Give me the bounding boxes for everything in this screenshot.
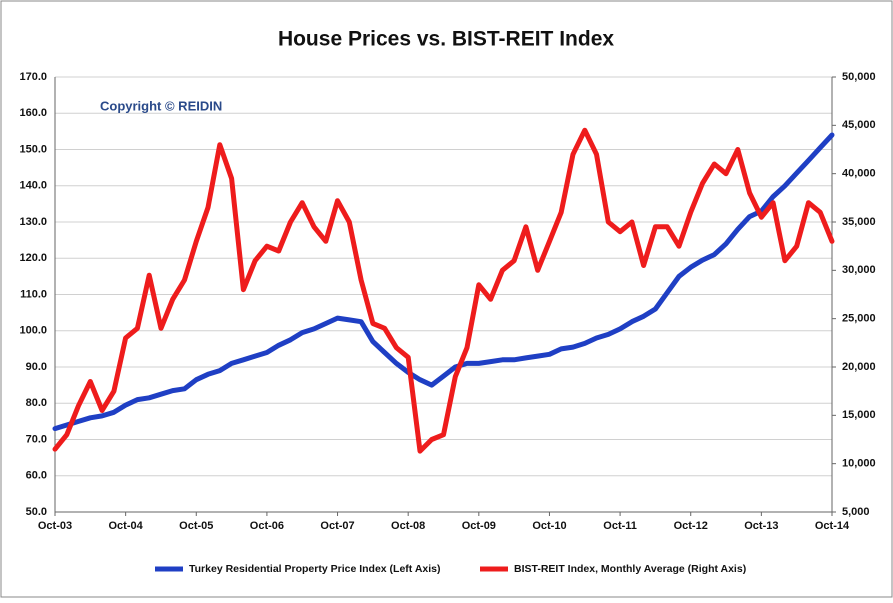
legend-label: Turkey Residential Property Price Index … — [189, 563, 441, 575]
y2-tick-label: 15,000 — [842, 409, 876, 421]
y-tick-label: 150.0 — [19, 143, 47, 155]
x-tick-label: Oct-12 — [674, 520, 708, 532]
y-tick-label: 50.0 — [26, 506, 47, 518]
y-tick-label: 90.0 — [26, 361, 47, 373]
y-tick-label: 170.0 — [19, 71, 47, 83]
y-tick-label: 110.0 — [20, 288, 47, 300]
y2-tick-label: 25,000 — [842, 313, 876, 325]
x-tick-label: Oct-07 — [320, 520, 354, 532]
x-tick-label: Oct-08 — [391, 520, 425, 532]
y-tick-label: 140.0 — [19, 180, 47, 192]
y2-tick-label: 35,000 — [842, 216, 876, 228]
y-tick-label: 130.0 — [19, 216, 47, 228]
y2-tick-label: 40,000 — [842, 168, 876, 180]
x-tick-label: Oct-10 — [532, 520, 566, 532]
y2-tick-label: 45,000 — [842, 119, 876, 131]
y-tick-label: 80.0 — [26, 397, 47, 409]
x-tick-label: Oct-13 — [744, 520, 778, 532]
x-tick-label: Oct-04 — [109, 520, 144, 532]
y-tick-label: 100.0 — [19, 325, 47, 337]
x-tick-label: Oct-06 — [250, 520, 284, 532]
x-tick-label: Oct-09 — [462, 520, 496, 532]
y-tick-label: 60.0 — [26, 470, 47, 482]
x-tick-label: Oct-05 — [179, 520, 213, 532]
y-tick-label: 120.0 — [19, 252, 47, 264]
annotation: Copyright © REIDIN — [100, 98, 222, 113]
chart-title: House Prices vs. BIST-REIT Index — [278, 28, 614, 51]
y2-tick-label: 20,000 — [842, 361, 876, 373]
legend-label: BIST-REIT Index, Monthly Average (Right … — [514, 563, 746, 575]
x-tick-label: Oct-11 — [603, 520, 637, 532]
x-tick-label: Oct-03 — [38, 520, 72, 532]
y-tick-label: 160.0 — [19, 107, 47, 119]
y2-tick-label: 50,000 — [842, 71, 876, 83]
y2-tick-label: 10,000 — [842, 458, 876, 470]
x-tick-label: Oct-14 — [815, 520, 850, 532]
y-tick-label: 70.0 — [26, 433, 47, 445]
y2-tick-label: 30,000 — [842, 264, 876, 276]
series-line — [52, 132, 835, 432]
y2-tick-label: 5,000 — [842, 506, 870, 518]
series-line — [52, 127, 835, 454]
